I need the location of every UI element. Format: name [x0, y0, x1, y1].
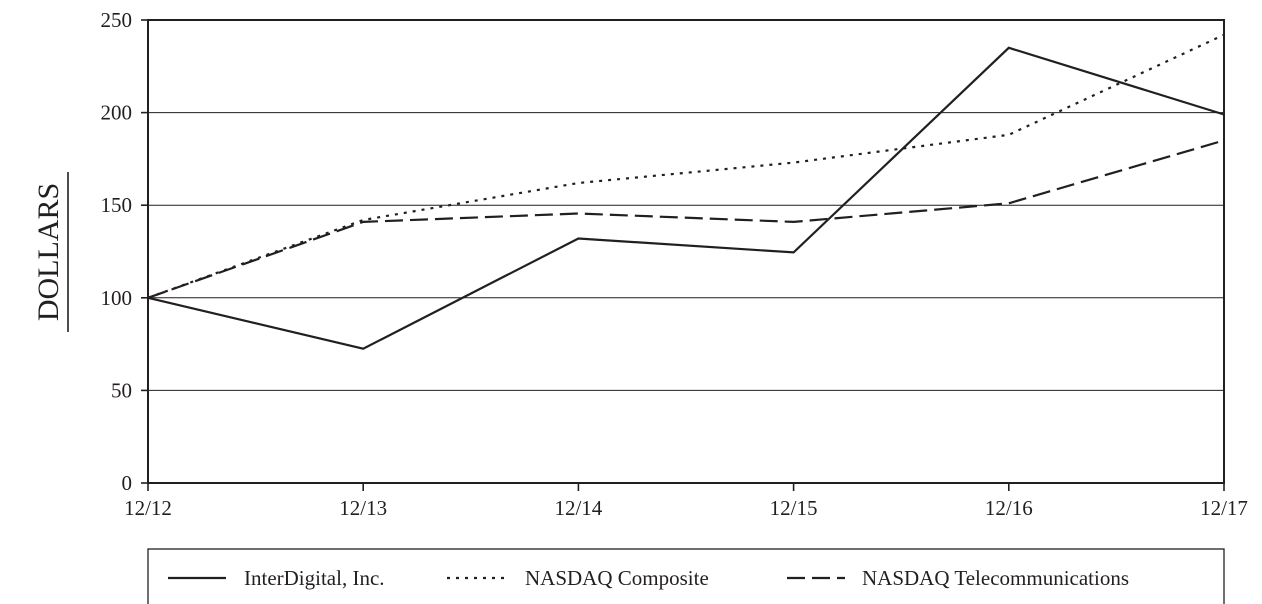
x-tick-label: 12/13 — [339, 496, 387, 520]
x-tick-label: 12/16 — [985, 496, 1033, 520]
legend-box — [147, 548, 1225, 604]
series-line-2 — [147, 139, 1225, 299]
y-tick-label: 200 — [101, 101, 133, 125]
legend-label-0: InterDigital, Inc. — [244, 566, 385, 590]
y-tick-label: 50 — [111, 378, 132, 402]
x-tick-label: 12/17 — [1200, 496, 1248, 520]
series-line-0 — [147, 46, 1225, 350]
y-axis-title: DOLLARS — [32, 183, 65, 321]
x-tick-label: 12/15 — [770, 496, 818, 520]
plot-frame — [147, 19, 1225, 484]
y-tick-label: 150 — [101, 193, 133, 217]
y-tick-label: 100 — [101, 286, 133, 310]
legend-items: InterDigital, Inc. NASDAQ Composite NASDAQ… — [168, 566, 1129, 590]
y-tick-label: 250 — [101, 8, 133, 32]
legend-label-1: NASDAQ Composite — [525, 566, 709, 590]
series-lines — [147, 33, 1225, 350]
gridlines — [148, 112, 1224, 391]
x-tick-label: 12/12 — [124, 496, 172, 520]
axes: 0 50 100 150 200 250 12/12 12/13 12/14 12/15 12/16… — [101, 8, 1248, 520]
legend: InterDigital, Inc. NASDAQ Composite NASDAQ… — [147, 548, 1225, 604]
x-tick-label: 12/14 — [554, 496, 602, 520]
legend-label-2: NASDAQ Telecommunications — [862, 566, 1129, 590]
series-line-1 — [147, 33, 1225, 299]
y-tick-label: 0 — [122, 471, 133, 495]
